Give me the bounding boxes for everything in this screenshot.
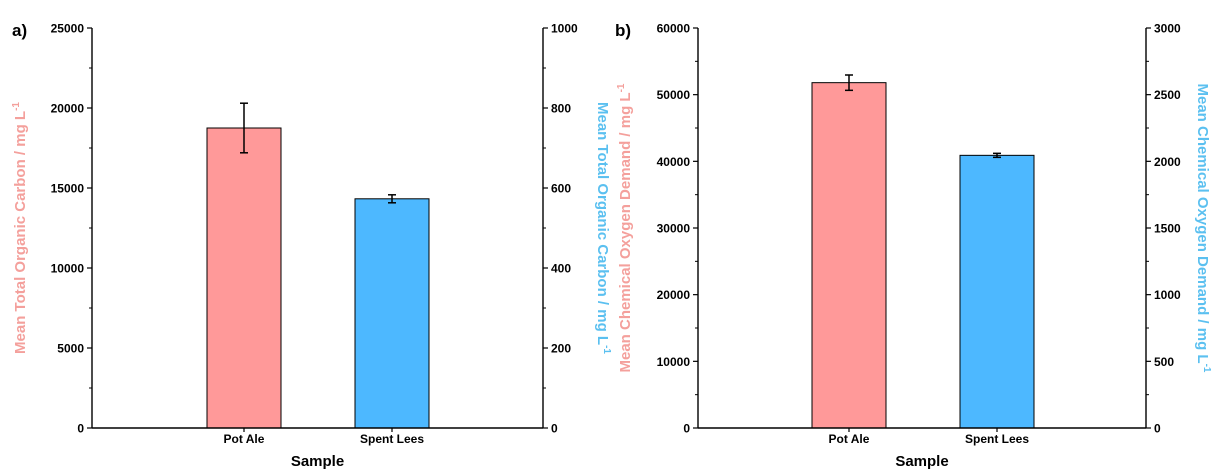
y-left-tick-label: 50000 xyxy=(657,88,691,102)
y-axis-right-title: Mean Chemical Oxygen Demand / mg L-1 xyxy=(1194,84,1212,373)
y-right-tick-label: 0 xyxy=(1154,422,1161,436)
y-right-tick-label: 400 xyxy=(551,262,571,276)
y-right-tick-label: 3000 xyxy=(1154,22,1181,36)
y-left-tick-label: 40000 xyxy=(657,155,691,169)
y-right-tick-label: 1000 xyxy=(551,22,578,36)
y-axis-right-title-superscript: -1 xyxy=(1201,364,1212,373)
y-right-tick-label: 600 xyxy=(551,182,571,196)
error-bar xyxy=(845,74,853,92)
y-right-tick-label: 200 xyxy=(551,342,571,356)
bar-pot-ale xyxy=(811,82,887,429)
y-axis-right-title-text: Mean Total Organic Carbon / mg L xyxy=(594,102,611,345)
y-left-tick-label: 0 xyxy=(77,422,84,436)
y-axis-left-title-text: Mean Total Organic Carbon / mg L xyxy=(12,111,29,354)
y-right-tick-label: 1000 xyxy=(1154,288,1181,302)
y-right-tick-label: 0 xyxy=(551,422,558,436)
error-bar xyxy=(388,194,396,204)
x-axis-title: Sample xyxy=(895,453,948,470)
x-tick-label: Spent Lees xyxy=(965,432,1029,446)
x-axis-title: Sample xyxy=(291,453,344,470)
y-right-tick-label: 500 xyxy=(1154,355,1174,369)
bar-spent-lees xyxy=(354,198,430,429)
chart-panel-2: b) 0 10000 20000 30000 40000 50000 60000 0 500 100… xyxy=(615,21,1212,470)
y-right-tick-label: 1500 xyxy=(1154,222,1181,236)
y-left-tick-label: 25000 xyxy=(51,22,85,36)
y-axis-left-title-superscript: -1 xyxy=(11,102,22,111)
y-right-tick-label: 2000 xyxy=(1154,155,1181,169)
y-axis-right-title-superscript: -1 xyxy=(601,345,612,354)
chart-panel-1: a) 0 5000 10000 15000 20000 25000 0 200 400 600 800… xyxy=(11,21,612,470)
y-left-tick-label: 0 xyxy=(683,422,690,436)
y-left-tick-label: 20000 xyxy=(51,102,85,116)
y-axis-right-title-text: Mean Chemical Oxygen Demand / mg L xyxy=(1194,84,1211,364)
y-axis-left-title: Mean Chemical Oxygen Demand / mg L-1 xyxy=(616,83,634,372)
panel-label: b) xyxy=(615,21,631,40)
bar-spent-lees xyxy=(959,154,1035,429)
y-left-tick-label: 10000 xyxy=(657,355,691,369)
bar-pot-ale xyxy=(206,127,282,429)
y-axis-left-title: Mean Total Organic Carbon / mg L-1 xyxy=(11,102,29,354)
y-axis-right-title: Mean Total Organic Carbon / mg L-1 xyxy=(594,102,612,354)
error-bar xyxy=(993,152,1001,159)
y-left-tick-label: 60000 xyxy=(657,22,691,36)
axes xyxy=(91,28,544,429)
y-right-tick-label: 2500 xyxy=(1154,88,1181,102)
axes xyxy=(697,28,1147,429)
x-tick-label: Spent Lees xyxy=(360,432,424,446)
x-tick-label: Pot Ale xyxy=(829,432,870,446)
x-tick-label: Pot Ale xyxy=(224,432,265,446)
y-axis-left-title-superscript: -1 xyxy=(616,83,627,92)
y-left-tick-label: 5000 xyxy=(57,342,84,356)
y-left-tick-label: 15000 xyxy=(51,182,85,196)
y-left-tick-label: 10000 xyxy=(51,262,85,276)
error-bar xyxy=(240,102,248,154)
y-left-tick-label: 20000 xyxy=(657,288,691,302)
y-left-tick-label: 30000 xyxy=(657,222,691,236)
y-right-tick-label: 800 xyxy=(551,102,571,116)
panel-label: a) xyxy=(12,21,27,40)
y-axis-left-title-text: Mean Chemical Oxygen Demand / mg L xyxy=(617,92,634,372)
